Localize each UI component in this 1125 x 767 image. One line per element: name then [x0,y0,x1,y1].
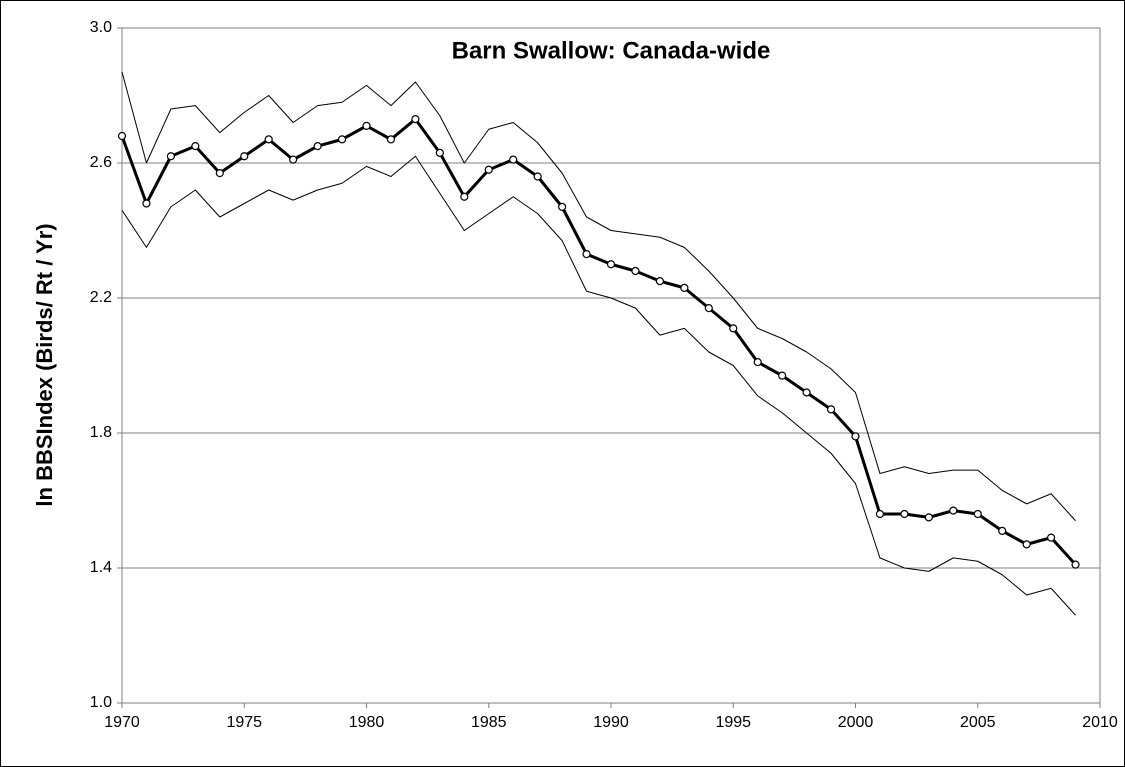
data-point [386,135,396,144]
x-tick-label: 1980 [349,714,385,731]
data-point [166,152,175,161]
y-tick-label: 2.2 [90,289,112,306]
data-point [435,148,444,157]
data-point [411,115,420,124]
x-tick-label: 2000 [838,714,874,731]
x-tick-label: 1975 [226,714,262,731]
y-tick-label: 1.0 [90,694,112,711]
data-point [998,526,1007,535]
data-point [142,199,151,208]
y-tick-label: 2.6 [90,154,112,171]
data-point [533,172,542,181]
series-line [120,117,1077,566]
y-tick-label: 1.8 [90,424,112,441]
data-point [900,509,909,519]
x-tick-label: 1990 [593,714,629,731]
data-point [949,506,958,515]
data-point [851,432,860,441]
series-line [121,71,1076,522]
data-point [606,260,616,269]
data-point [191,142,200,151]
x-tick-label: 1970 [104,714,140,731]
data-point [753,358,762,367]
data-point [826,405,836,414]
x-tick-label: 2005 [960,714,996,731]
data-point [631,266,640,276]
data-point [484,165,493,174]
data-point [362,121,371,130]
data-point [875,509,885,519]
x-tick-label: 1995 [715,714,751,731]
data-point [1022,540,1031,549]
data-point [1046,533,1056,542]
data-point [1071,560,1080,569]
data-point [729,324,738,333]
data-point [289,155,298,164]
series-line [121,155,1076,616]
y-axis-label: ln BBSIndex (Birds/ Rt / Yr) [32,223,57,506]
data-point [509,155,518,164]
x-tick-label: 2010 [1082,714,1118,731]
data-point [704,304,713,313]
data-point [778,371,787,380]
y-tick-label: 1.4 [90,559,112,576]
data-point [117,131,127,141]
chart-title: Barn Swallow: Canada-wide [452,37,771,64]
data-point [582,250,591,259]
data-point [680,283,689,292]
data-point [973,509,982,519]
data-point [924,513,933,522]
data-point [264,135,273,144]
data-point [240,152,249,161]
data-point [460,192,469,201]
data-point [557,202,567,211]
data-point [215,169,224,178]
y-tick-label: 3.0 [90,19,112,36]
data-point [313,142,322,151]
data-point [337,135,347,144]
data-point [655,277,665,286]
x-tick-label: 1985 [471,714,507,731]
data-point [802,388,811,397]
